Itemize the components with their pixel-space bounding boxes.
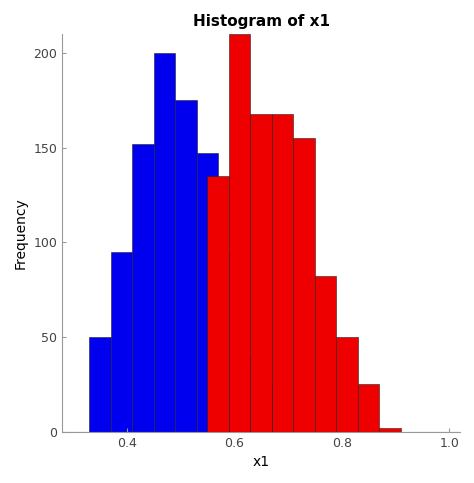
Bar [240, 356, 261, 432]
Bar [272, 114, 293, 432]
Bar [358, 384, 380, 432]
Bar [132, 144, 154, 432]
Bar [337, 337, 358, 432]
Bar [175, 100, 197, 432]
Bar [315, 276, 337, 432]
Y-axis label: Frequency: Frequency [14, 197, 28, 269]
Bar [207, 176, 229, 432]
Bar [261, 384, 283, 432]
Bar [229, 34, 250, 432]
Title: Histogram of x1: Histogram of x1 [192, 14, 329, 29]
Bar [154, 53, 175, 432]
Bar [197, 154, 218, 432]
Bar [293, 138, 315, 432]
Bar [250, 114, 272, 432]
X-axis label: x1: x1 [253, 455, 270, 469]
Bar [380, 428, 401, 432]
Bar [218, 252, 240, 432]
Bar [110, 252, 132, 432]
Bar [89, 337, 110, 432]
